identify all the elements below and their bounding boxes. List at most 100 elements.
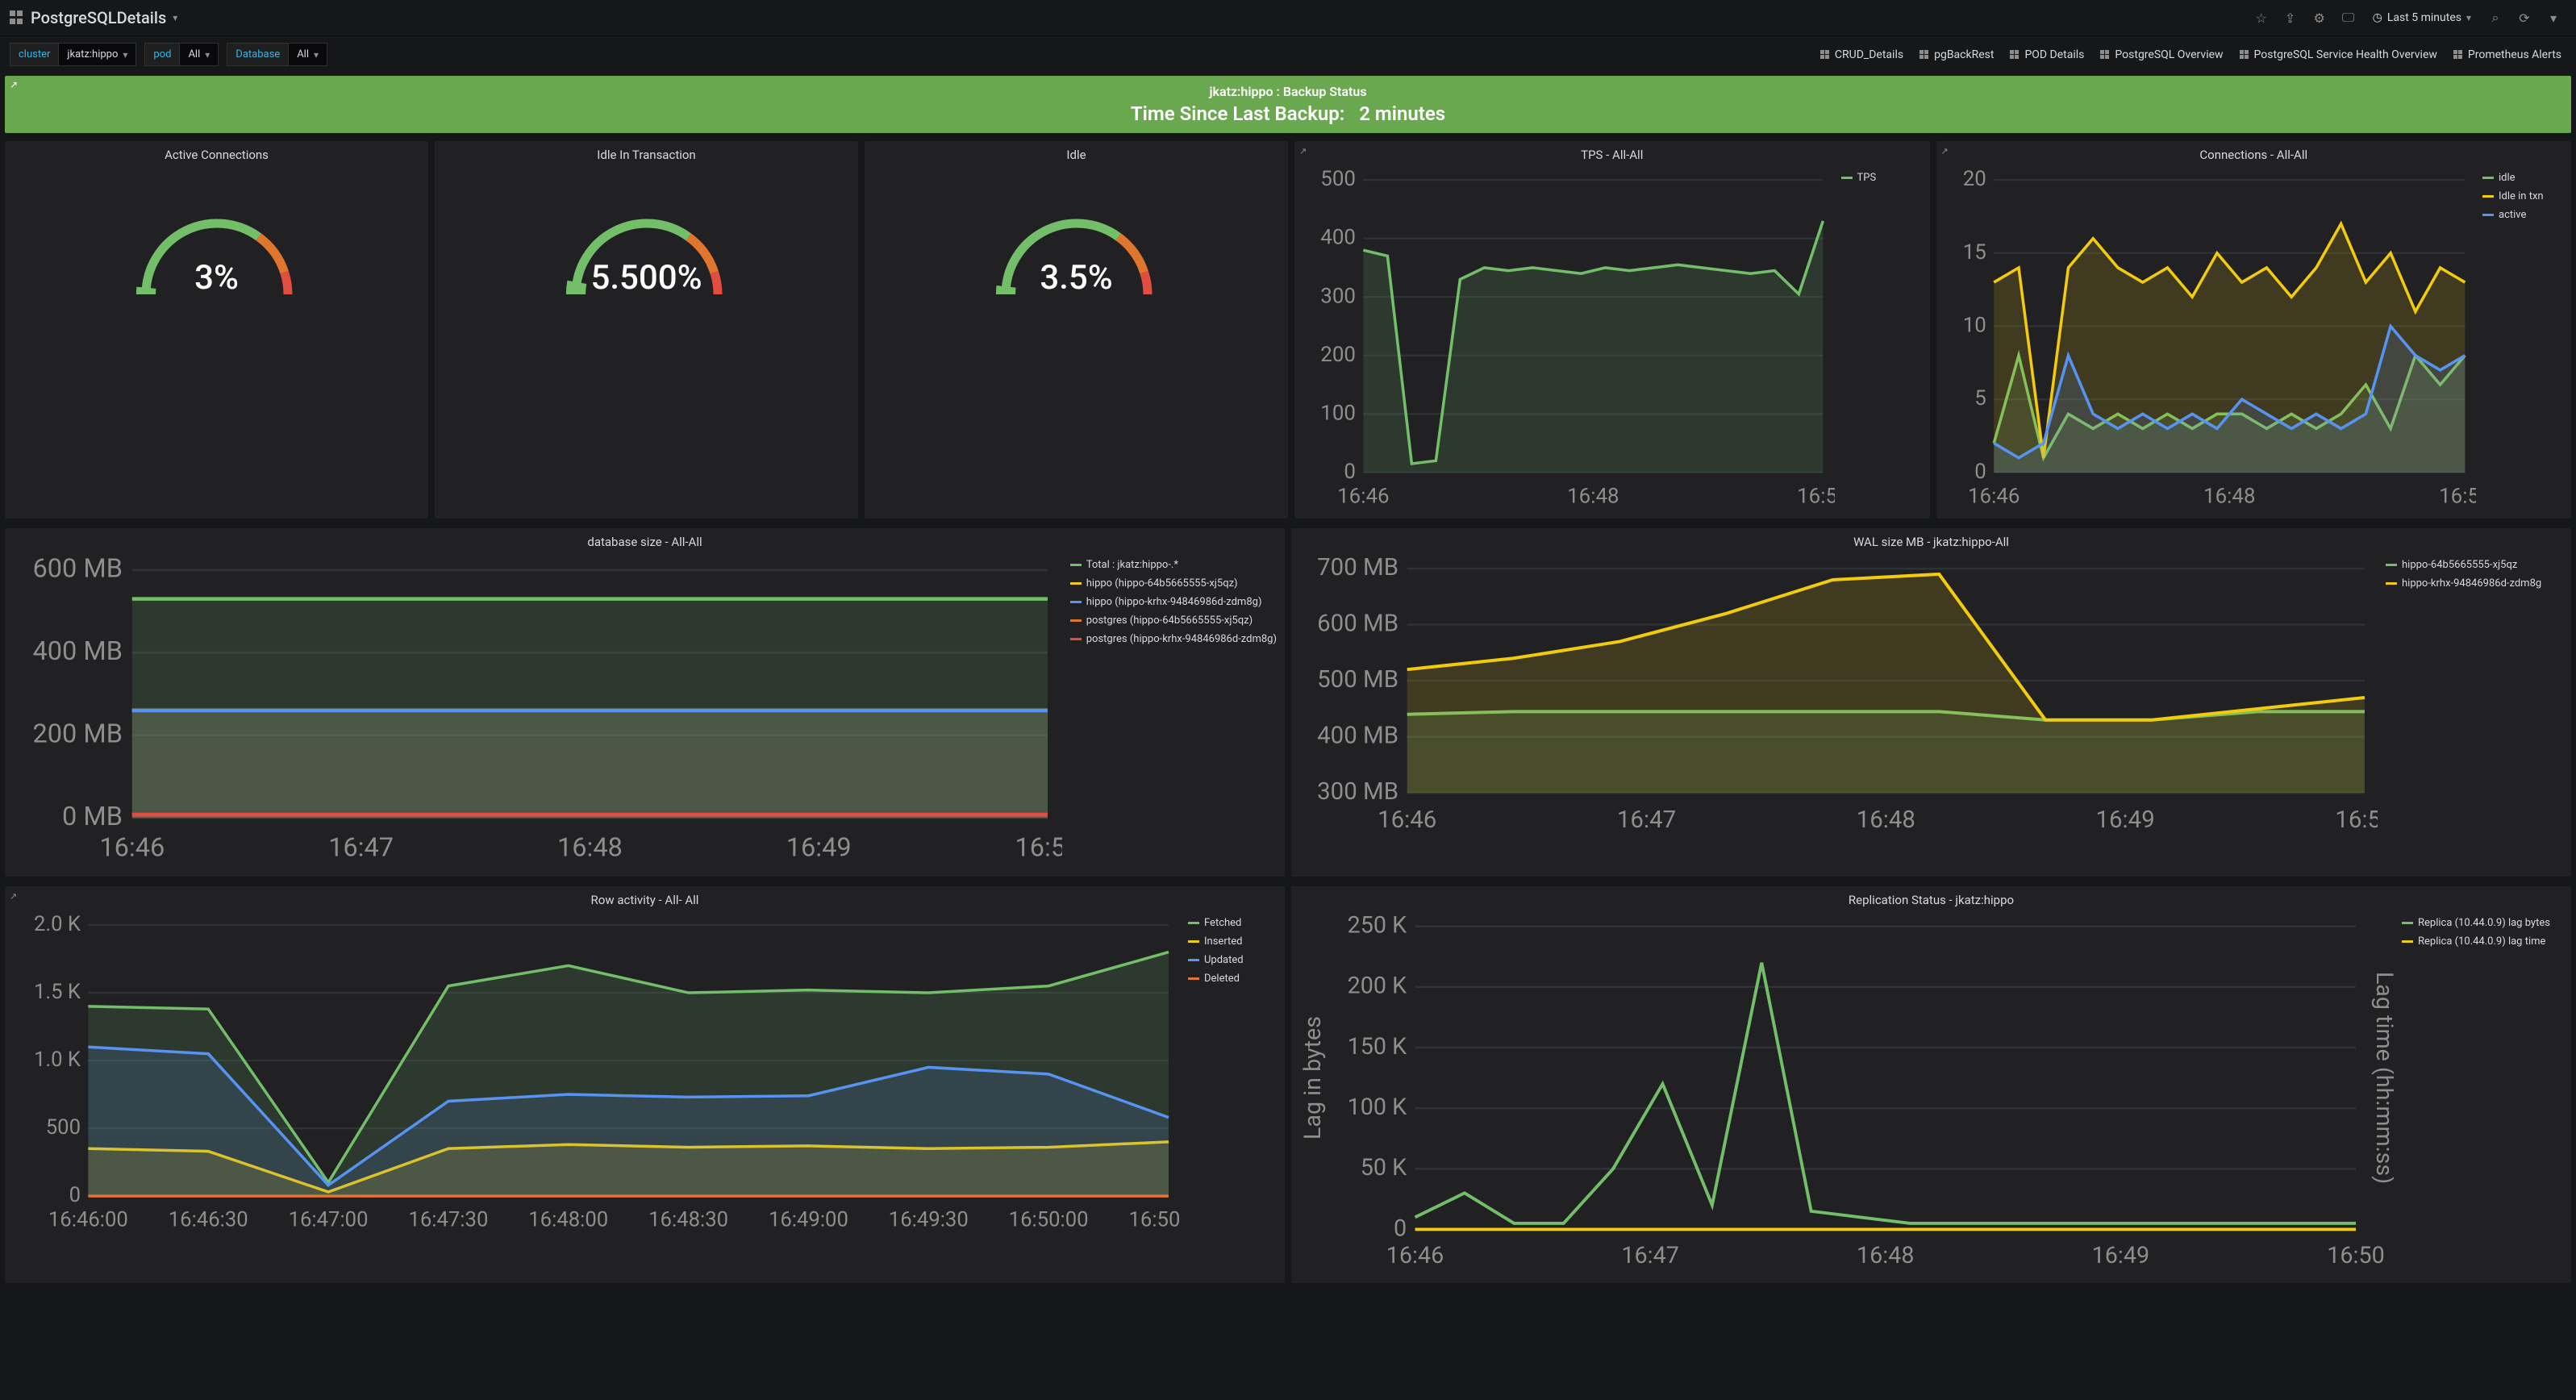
svg-text:16:47:00: 16:47:00 <box>289 1208 369 1232</box>
dash-link-health[interactable]: PostgreSQL Service Health Overview <box>2235 45 2442 65</box>
panel-tps: ↗ TPS - All-All 010020030040050016:4616:… <box>1294 141 1930 519</box>
legend-swatch <box>1188 922 1199 924</box>
legend-item[interactable]: Fetched <box>1188 917 1277 929</box>
external-link-icon[interactable]: ↗ <box>10 79 18 90</box>
legend-label: active <box>2499 209 2526 221</box>
legend-item[interactable]: hippo (hippo-64b5665555-xj5qz) <box>1070 577 1277 590</box>
share-icon[interactable]: ⇪ <box>2278 5 2303 31</box>
legend-item[interactable]: postgres (hippo-64b5665555-xj5qz) <box>1070 615 1277 627</box>
legend-item[interactable]: Total : jkatz:hippo-.* <box>1070 559 1277 571</box>
legend-swatch <box>1188 959 1199 961</box>
legend-item[interactable]: Replica (10.44.0.9) lag time <box>2402 935 2563 948</box>
legend-item[interactable]: Replica (10.44.0.9) lag bytes <box>2402 917 2563 929</box>
dash-link-pod[interactable]: POD Details <box>2005 45 2089 65</box>
chart-body: 300 MB400 MB500 MB600 MB700 MB16:4616:47… <box>1299 556 2563 840</box>
variable-value-cluster[interactable]: jkatz:hippo ▾ <box>59 43 136 66</box>
dash-link-crud[interactable]: CRUD_Details <box>1815 45 1908 65</box>
legend-swatch <box>2402 940 2413 943</box>
legend-item[interactable]: Idle in txn <box>2482 190 2563 202</box>
chevron-down-icon: ▾ <box>2466 12 2471 23</box>
monitor-icon[interactable]: 🖵 <box>2336 5 2361 31</box>
svg-text:Lag time (hh:mm:ss): Lag time (hh:mm:ss) <box>2370 972 2394 1184</box>
svg-text:1.0 K: 1.0 K <box>34 1048 81 1072</box>
dashboard-picker[interactable]: PostgreSQLDetails ▾ <box>10 8 177 27</box>
refresh-menu-icon[interactable]: ▾ <box>2541 5 2566 31</box>
svg-text:16:46:00: 16:46:00 <box>48 1208 128 1232</box>
chart-svg: 0 MB200 MB400 MB600 MB16:4616:4716:4816:… <box>13 556 1062 865</box>
svg-text:16:46:30: 16:46:30 <box>169 1208 248 1232</box>
legend-swatch <box>1188 977 1199 980</box>
svg-text:16:49:00: 16:49:00 <box>769 1208 848 1232</box>
svg-text:16:50: 16:50 <box>2439 485 2476 509</box>
svg-text:16:48: 16:48 <box>1857 806 1915 834</box>
chart-svg: 050 K100 K150 K200 K250 K16:4616:4716:48… <box>1299 914 2394 1272</box>
svg-text:16:49: 16:49 <box>2096 806 2155 834</box>
legend-item[interactable]: postgres (hippo-krhx-94846986d-zdm8g) <box>1070 633 1277 645</box>
panel-title: Connections - All-All <box>1945 148 2564 162</box>
zoom-out-icon[interactable]: ⌕ <box>2482 5 2508 31</box>
svg-text:16:49: 16:49 <box>2092 1242 2149 1269</box>
dashlist-icon <box>2010 50 2020 60</box>
svg-text:700 MB: 700 MB <box>1317 556 1398 581</box>
svg-text:16:50: 16:50 <box>2335 806 2378 834</box>
dashboard-links: CRUD_Details pgBackRest POD Details Post… <box>1815 45 2566 65</box>
legend-label: Fetched <box>1204 917 1241 929</box>
legend-item[interactable]: hippo-krhx-94846986d-zdm8g <box>2386 577 2563 590</box>
svg-text:16:50: 16:50 <box>1015 831 1062 862</box>
chart-svg: 05001.0 K1.5 K2.0 K16:46:0016:46:3016:47… <box>13 914 1180 1234</box>
variable-value-pod[interactable]: All ▾ <box>180 43 219 66</box>
panel-title: Row activity - All- All <box>13 893 1277 907</box>
svg-text:16:46: 16:46 <box>1386 1242 1444 1269</box>
refresh-icon[interactable]: ⟳ <box>2511 5 2537 31</box>
legend-label: postgres (hippo-64b5665555-xj5qz) <box>1086 615 1253 627</box>
backup-main: Time Since Last Backup: 2 minutes <box>5 102 2571 125</box>
external-link-icon[interactable]: ↗ <box>1941 146 1949 156</box>
panel-replication-status: Replication Status - jkatz:hippo 050 K10… <box>1291 886 2571 1283</box>
legend-item[interactable]: Updated <box>1188 954 1277 966</box>
external-link-icon[interactable]: ↗ <box>10 891 17 902</box>
svg-text:400 MB: 400 MB <box>33 635 123 666</box>
legend-label: TPS <box>1857 172 1877 184</box>
external-link-icon[interactable]: ↗ <box>1299 146 1307 156</box>
legend-swatch <box>2386 582 2397 585</box>
gear-icon[interactable]: ⚙ <box>2307 5 2332 31</box>
dashlist-icon <box>2100 50 2110 60</box>
legend-label: Replica (10.44.0.9) lag bytes <box>2418 917 2550 929</box>
svg-text:16:48: 16:48 <box>1567 485 1619 509</box>
backup-title: jkatz:hippo : Backup Status <box>5 84 2571 99</box>
panel-connections: ↗ Connections - All-All 0510152016:4616:… <box>1936 141 2572 519</box>
variable-label: cluster <box>10 43 59 66</box>
svg-text:16:48: 16:48 <box>557 831 623 862</box>
variable-value-database[interactable]: All ▾ <box>289 43 327 66</box>
chart-body: 0510152016:4616:4816:50 idleIdle in txna… <box>1945 169 2564 510</box>
link-label: PostgreSQL Service Health Overview <box>2254 48 2437 61</box>
svg-text:16:48:00: 16:48:00 <box>528 1208 608 1232</box>
legend-swatch <box>2482 214 2494 216</box>
dashlist-icon <box>1820 50 1830 60</box>
svg-text:150 K: 150 K <box>1348 1033 1407 1060</box>
legend-item[interactable]: TPS <box>1841 172 1922 184</box>
svg-text:15: 15 <box>1962 240 1986 265</box>
svg-text:16:48: 16:48 <box>1857 1242 1914 1269</box>
legend-item[interactable]: Deleted <box>1188 973 1277 985</box>
legend-item[interactable]: Inserted <box>1188 935 1277 948</box>
svg-text:0: 0 <box>1974 460 1986 484</box>
legend-swatch <box>2482 177 2494 179</box>
row1: Active Connections 3% Idle In Transactio… <box>0 136 2576 523</box>
legend-item[interactable]: active <box>2482 209 2563 221</box>
legend-item[interactable]: hippo (hippo-krhx-94846986d-zdm8g) <box>1070 596 1277 608</box>
panel-database-size: database size - All-All 0 MB200 MB400 MB… <box>5 528 1285 877</box>
dash-link-pgbackrest[interactable]: pgBackRest <box>1915 45 1999 65</box>
dash-link-pgoverview[interactable]: PostgreSQL Overview <box>2095 45 2228 65</box>
svg-text:0: 0 <box>69 1183 81 1207</box>
legend-swatch <box>1070 582 1082 585</box>
star-icon[interactable]: ☆ <box>2249 5 2274 31</box>
dash-link-prometheus[interactable]: Prometheus Alerts <box>2449 45 2566 65</box>
panel-idle-in-transaction: Idle In Transaction 5.500% <box>435 141 858 519</box>
legend-item[interactable]: idle <box>2482 172 2563 184</box>
panel-title: Idle In Transaction <box>443 148 850 162</box>
time-picker[interactable]: ◷ Last 5 minutes ▾ <box>2365 6 2479 29</box>
legend-item[interactable]: hippo-64b5665555-xj5qz <box>2386 559 2563 571</box>
panel-title: TPS - All-All <box>1303 148 1922 162</box>
row3: ↗ Row activity - All- All 05001.0 K1.5 K… <box>0 881 2576 1288</box>
